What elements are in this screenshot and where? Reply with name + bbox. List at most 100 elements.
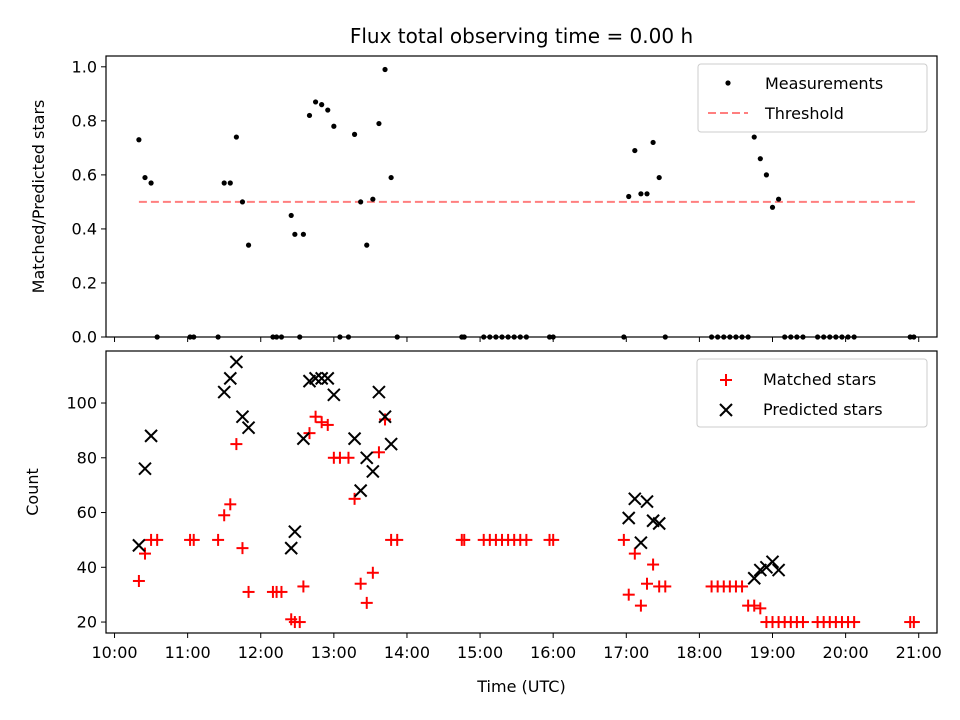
matched-stars-legend-label: Matched stars bbox=[763, 370, 876, 389]
measurement-point bbox=[370, 196, 376, 202]
predicted-star-mark-b bbox=[314, 371, 329, 386]
bottom-y-tick-label: 60 bbox=[77, 503, 97, 522]
predicted-star-mark-b bbox=[366, 464, 380, 479]
bottom-x-tick-label: 14:00 bbox=[384, 643, 430, 662]
measurement-point bbox=[331, 123, 337, 129]
measurement-point bbox=[148, 180, 154, 186]
predicted-star-point bbox=[144, 429, 158, 443]
measurement-point bbox=[376, 120, 382, 127]
matched-star-point bbox=[628, 547, 641, 560]
matched-star-point bbox=[372, 446, 385, 459]
measurement-point bbox=[142, 174, 148, 181]
top-y-ticks: 0.0 0.2 0.4 0.6 0.8 1.0 bbox=[72, 57, 106, 347]
bottom-x-tick-label: 12:00 bbox=[238, 643, 284, 662]
top-plot-area bbox=[136, 66, 917, 340]
predicted-star-mark-b bbox=[646, 514, 660, 528]
matched-star-point bbox=[622, 588, 635, 601]
matched-star-point bbox=[315, 416, 328, 429]
matched-star-point bbox=[391, 533, 404, 546]
measurement-point bbox=[632, 147, 638, 154]
measurement-point bbox=[644, 191, 650, 197]
predicted-star-point bbox=[771, 563, 786, 577]
top-y-axis-label: Matched/Predicted stars bbox=[29, 100, 48, 294]
matched-star-point bbox=[348, 492, 361, 505]
bottom-x-tick-label: 10:00 bbox=[91, 643, 137, 662]
top-y-tick-label: 0.8 bbox=[72, 111, 97, 130]
matched-star-point bbox=[458, 533, 471, 546]
chart-title: Flux total observing time = 0.00 h bbox=[350, 24, 693, 48]
predicted-star-mark-b bbox=[384, 437, 398, 451]
top-axes-frame bbox=[105, 55, 938, 338]
top-y-tick-label: 0.0 bbox=[72, 328, 97, 347]
predicted-star-mark-b bbox=[372, 385, 386, 399]
measurement-point bbox=[775, 196, 782, 202]
bottom-y-ticks: 20 40 60 80 100 bbox=[66, 394, 106, 632]
predicted-star-mark-b bbox=[634, 535, 648, 550]
measurement-point bbox=[292, 231, 298, 237]
predicted-star-mark-b bbox=[360, 451, 374, 465]
measurement-point bbox=[300, 231, 306, 237]
matched-star-point bbox=[647, 558, 660, 571]
bottom-y-tick-label: 80 bbox=[77, 448, 97, 467]
predicted-star-point bbox=[353, 483, 368, 498]
predicted-star-mark-b bbox=[308, 371, 323, 386]
predicted-star-mark-b bbox=[296, 431, 311, 446]
matched-star-point bbox=[796, 616, 809, 629]
matched-star-point bbox=[547, 533, 560, 546]
predicted-star-point bbox=[132, 538, 146, 553]
matched-star-point bbox=[617, 533, 630, 546]
measurement-point bbox=[136, 137, 142, 143]
predicted-star-mark-b bbox=[347, 431, 362, 446]
matched-star-point bbox=[659, 580, 672, 593]
bottom-x-tick-label: 19:00 bbox=[749, 643, 795, 662]
top-x-ticks bbox=[114, 337, 920, 342]
matched-star-point bbox=[151, 533, 164, 546]
matched-star-point bbox=[242, 585, 255, 598]
predicted-star-mark-b bbox=[284, 541, 298, 555]
measurement-point bbox=[221, 180, 227, 186]
predicted-star-mark-b bbox=[628, 492, 642, 506]
predicted-star-mark-b bbox=[327, 388, 341, 402]
matched-star-point bbox=[275, 585, 288, 598]
predicted-star-point bbox=[327, 388, 341, 402]
predicted-star-point bbox=[223, 371, 237, 386]
measurement-point bbox=[626, 193, 632, 200]
bottom-x-tick-label: 20:00 bbox=[823, 643, 869, 662]
predicted-star-mark-b bbox=[353, 483, 368, 498]
predicted-star-point bbox=[622, 511, 636, 525]
top-panel: 0.0 0.2 0.4 0.6 0.8 1.0 Matched/Predicted sta… bbox=[29, 55, 938, 347]
predicted-star-mark-b bbox=[640, 494, 654, 509]
matched-star-point bbox=[212, 533, 225, 546]
bottom-x-tick-label: 16:00 bbox=[530, 643, 576, 662]
measurement-point bbox=[288, 212, 294, 219]
predicted-star-point bbox=[308, 371, 323, 386]
matched-star-point bbox=[321, 418, 334, 431]
predicted-star-point bbox=[321, 371, 335, 386]
matched-star-point bbox=[230, 438, 243, 451]
matched-star-point bbox=[342, 451, 355, 464]
bottom-y-tick-label: 20 bbox=[77, 613, 97, 632]
measurement-point bbox=[757, 156, 763, 162]
predicted-star-mark-b bbox=[378, 410, 392, 424]
measurement-point bbox=[358, 199, 364, 205]
predicted-star-mark-b bbox=[652, 516, 666, 531]
measurement-point bbox=[312, 99, 319, 105]
matched-stars-legend-marker bbox=[720, 374, 732, 386]
predicted-star-point bbox=[378, 410, 392, 424]
matched-star-point bbox=[293, 616, 306, 629]
measurement-point bbox=[233, 134, 239, 140]
measurement-point bbox=[769, 204, 776, 210]
top-y-tick-label: 1.0 bbox=[72, 57, 97, 76]
x-axis-label: Time (UTC) bbox=[476, 677, 565, 696]
predicted-star-point bbox=[384, 437, 398, 451]
predicted-star-mark-b bbox=[321, 371, 335, 386]
measurement-point bbox=[364, 242, 370, 248]
predicted-star-mark-b bbox=[138, 462, 152, 476]
bottom-plot-area bbox=[132, 355, 920, 629]
bottom-x-tick-label: 18:00 bbox=[676, 643, 722, 662]
measurement-point bbox=[656, 174, 662, 181]
top-legend: Measurements Threshold bbox=[697, 63, 928, 133]
predicted-star-point bbox=[138, 462, 152, 476]
top-legend-box bbox=[697, 63, 928, 133]
measurements-legend-marker bbox=[725, 80, 731, 86]
